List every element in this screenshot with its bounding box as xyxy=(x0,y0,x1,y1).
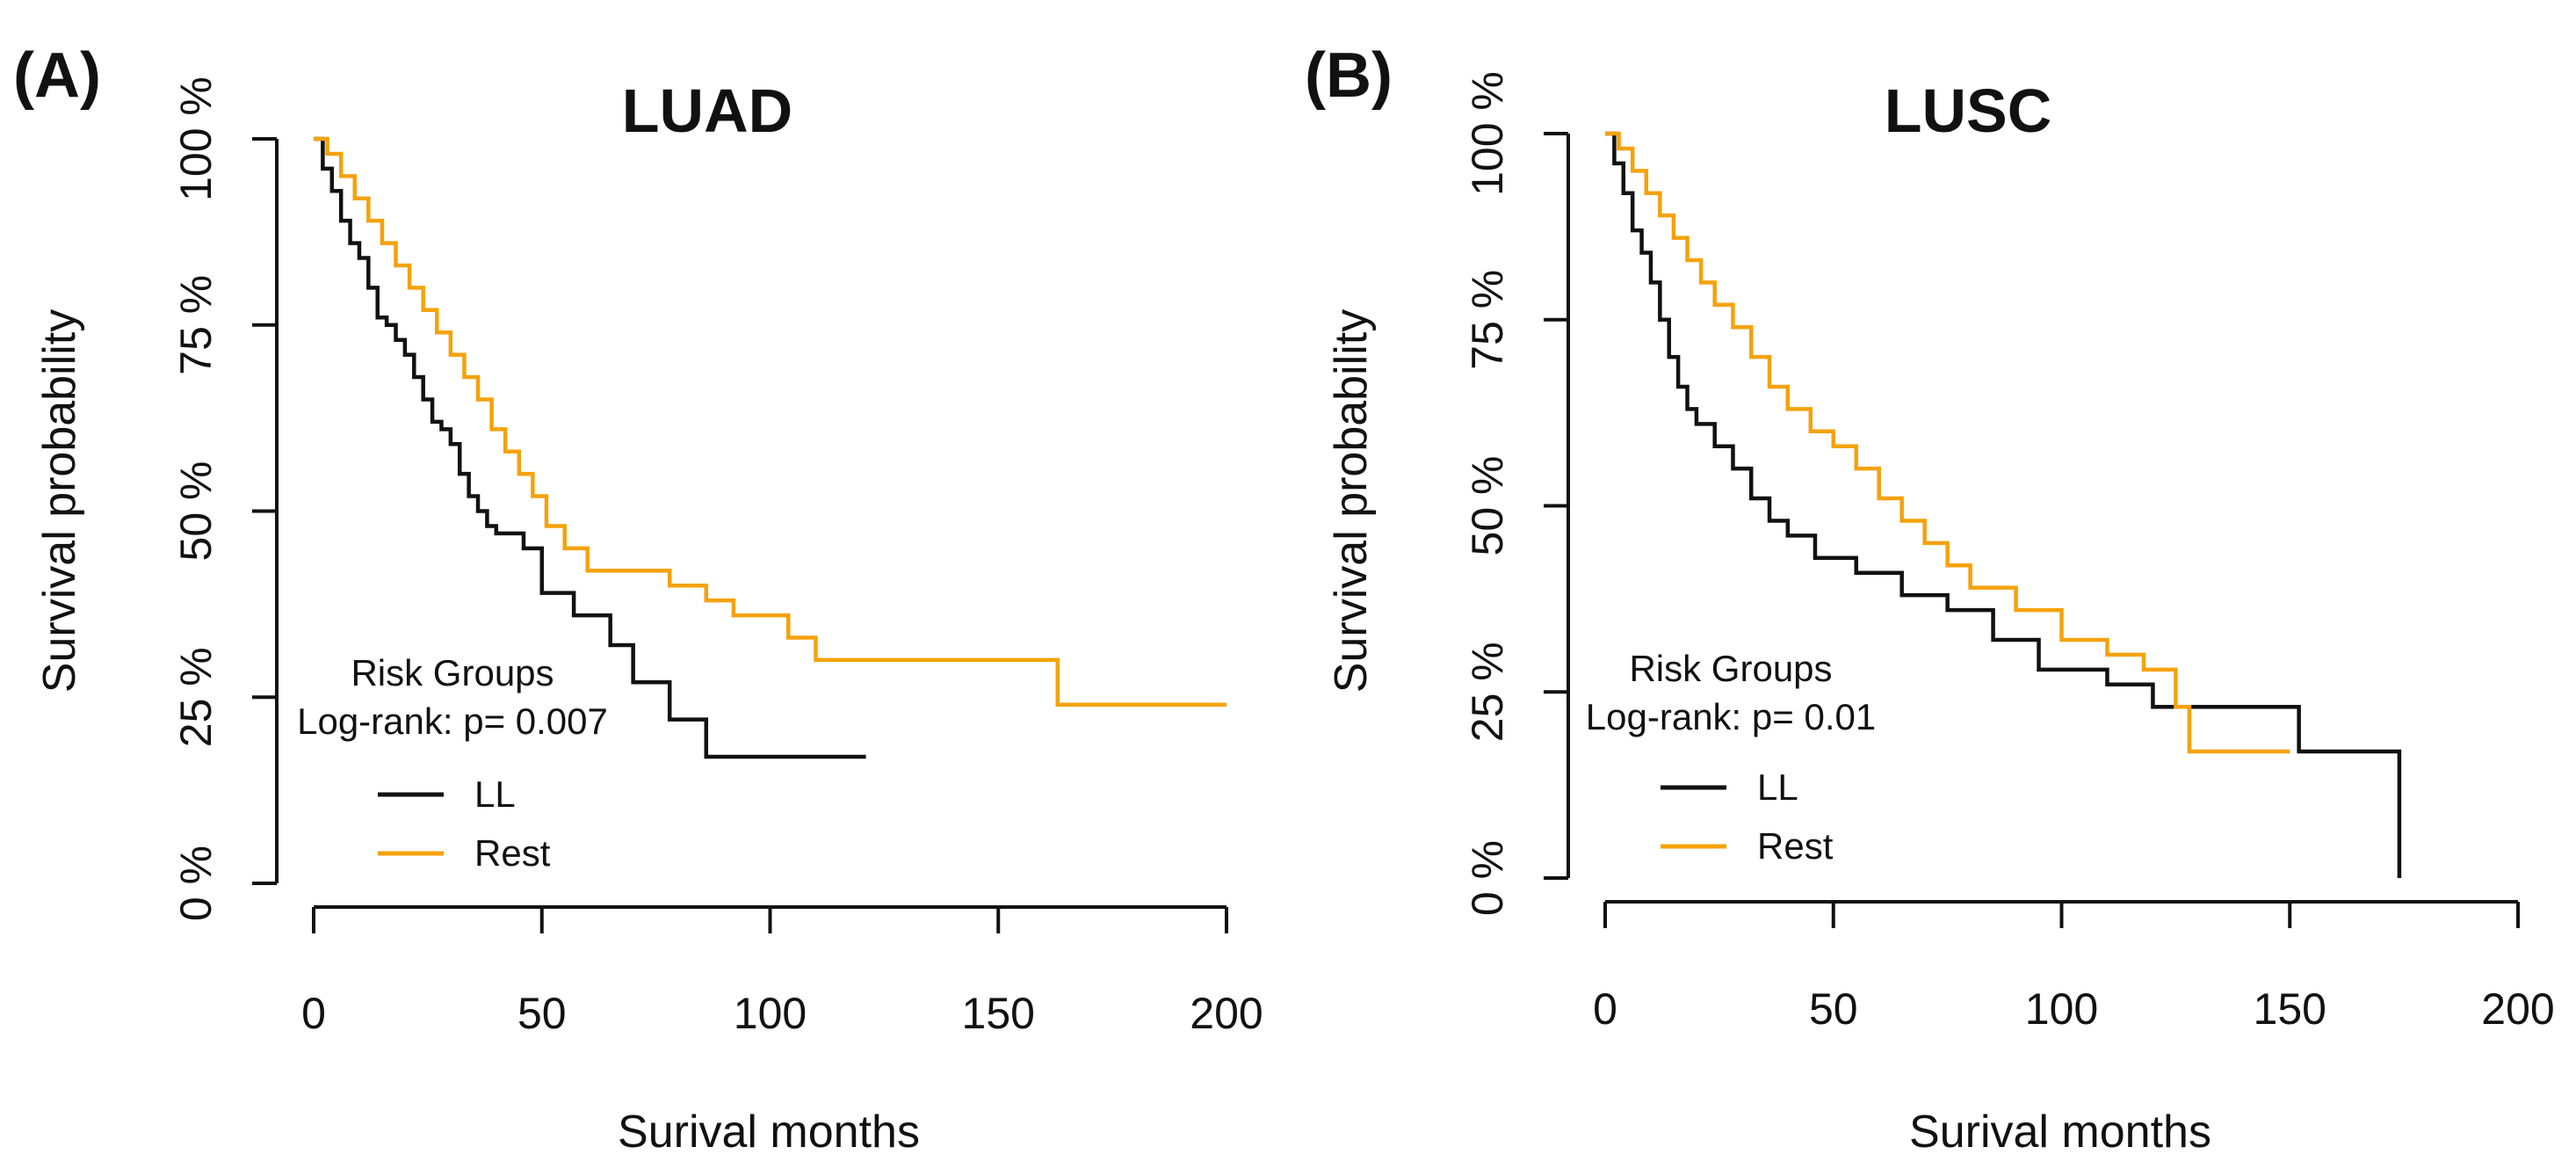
y-tick-label: 25 % xyxy=(171,647,221,747)
legend-title-luad: Risk Groups xyxy=(351,652,554,693)
y-tick-label: 25 % xyxy=(1463,642,1512,742)
y-tick-label: 100 % xyxy=(171,76,221,201)
x-tick-label: 200 xyxy=(2481,984,2554,1034)
legend-label-rest: Rest xyxy=(474,832,551,874)
x-tick-label: 50 xyxy=(517,989,567,1038)
survival-curve-rest-lusc xyxy=(1605,131,2290,754)
x-tick-label: 100 xyxy=(734,989,807,1038)
x-tick-label: 150 xyxy=(962,989,1035,1038)
survival-curve-rest-luad xyxy=(314,136,1226,707)
legend-label-ll: LL xyxy=(474,773,516,815)
y-axis-lusc: 0 % 25 % 50 % 75 % 100 % xyxy=(1463,71,1570,916)
y-tick-label: 50 % xyxy=(171,461,221,562)
survival-curve-ll-luad xyxy=(314,136,866,759)
y-axis-title-luad: Survival probability xyxy=(34,309,85,693)
x-tick-label: 150 xyxy=(2254,984,2326,1034)
panel-label-a: (A) xyxy=(13,40,101,111)
x-axis-title-lusc: Surival months xyxy=(1909,1107,2211,1158)
survival-curve-ll-lusc xyxy=(1605,131,2402,878)
legend-label-ll: LL xyxy=(1757,766,1798,808)
x-tick-label: 0 xyxy=(301,989,326,1038)
y-tick-label: 50 % xyxy=(1463,456,1512,556)
y-axis-title-lusc: Survival probability xyxy=(1326,309,1377,693)
panel-luad: (A) LUAD Survival probability Surival mo… xyxy=(13,40,1263,1158)
chart-title-luad: LUAD xyxy=(622,76,792,145)
y-tick-label: 100 % xyxy=(1463,71,1512,196)
x-tick-label: 200 xyxy=(1190,989,1263,1038)
x-axis-title-luad: Surival months xyxy=(618,1107,920,1158)
panel-label-b: (B) xyxy=(1305,40,1393,111)
y-tick-label: 0 % xyxy=(1463,840,1512,916)
legend-lusc: LL Rest xyxy=(1661,766,1834,867)
panel-lusc: (B) LUSC Survival probability Surival mo… xyxy=(1305,40,2555,1158)
x-axis-luad: 0 50 100 150 200 xyxy=(301,905,1263,1038)
x-axis-lusc: 0 50 100 150 200 xyxy=(1593,900,2555,1034)
x-tick-label: 0 xyxy=(1593,984,1617,1034)
legend-luad: LL Rest xyxy=(378,773,551,874)
y-axis-luad: 0 % 25 % 50 % 75 % 100 % xyxy=(171,76,279,921)
x-tick-label: 100 xyxy=(2025,984,2098,1034)
chart-title-lusc: LUSC xyxy=(1885,76,2052,145)
legend-title-lusc: Risk Groups xyxy=(1629,648,1832,689)
log-rank-annotation-luad: Log-rank: p= 0.007 xyxy=(297,701,608,742)
y-tick-label: 75 % xyxy=(1463,270,1512,370)
y-tick-label: 75 % xyxy=(171,275,221,375)
log-rank-annotation-lusc: Log-rank: p= 0.01 xyxy=(1586,696,1876,737)
y-tick-label: 0 % xyxy=(171,846,221,921)
survival-curves-lusc xyxy=(1605,131,2402,878)
x-tick-label: 50 xyxy=(1809,984,1858,1034)
survival-curves-luad xyxy=(314,136,1226,759)
legend-label-rest: Rest xyxy=(1757,825,1834,867)
